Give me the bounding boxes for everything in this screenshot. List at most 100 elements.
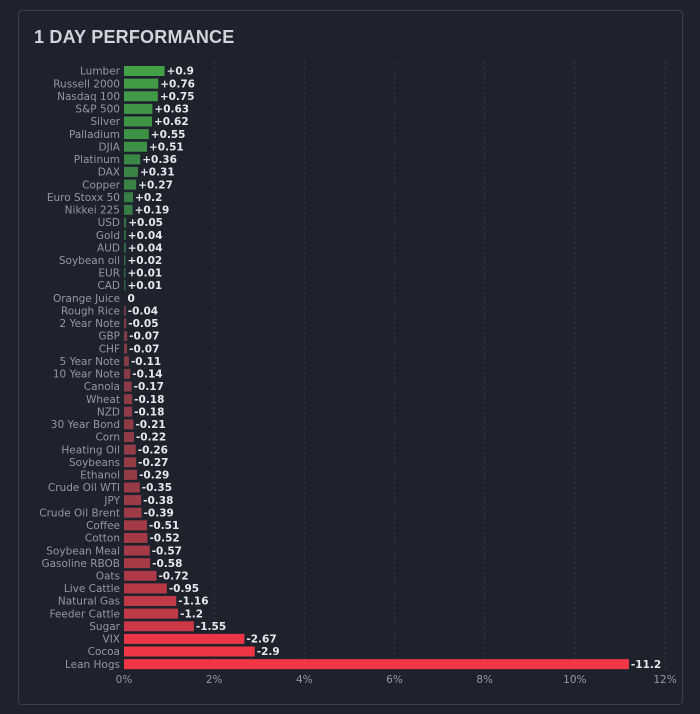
value-label: +0.63 <box>154 104 189 116</box>
bar[interactable] <box>124 507 142 518</box>
category-label: Rough Rice <box>61 305 120 317</box>
bar[interactable] <box>124 431 134 442</box>
bar[interactable] <box>124 659 629 670</box>
bar[interactable] <box>124 78 159 89</box>
category-label: DJIA <box>99 141 121 153</box>
bars-layer <box>124 66 629 670</box>
value-label: +0.04 <box>128 230 163 242</box>
category-label: Soybeans <box>69 457 120 469</box>
bar[interactable] <box>124 394 133 405</box>
value-label: +0.31 <box>140 167 175 179</box>
bar[interactable] <box>124 406 133 417</box>
category-label: GBP <box>98 331 120 343</box>
bar[interactable] <box>124 646 255 657</box>
category-label: Ethanol <box>80 470 120 482</box>
bar[interactable] <box>124 141 147 152</box>
bar[interactable] <box>124 532 148 543</box>
value-label: -0.14 <box>132 369 162 381</box>
bar[interactable] <box>124 583 167 594</box>
value-label: +0.36 <box>142 154 177 166</box>
category-label: Sugar <box>89 621 120 633</box>
category-label: Crude Oil Brent <box>39 507 120 519</box>
value-label: 0 <box>128 293 135 305</box>
category-label: Soybean Meal <box>46 545 120 557</box>
bar[interactable] <box>124 482 140 493</box>
value-label: -0.21 <box>135 419 165 431</box>
bar[interactable] <box>124 381 132 392</box>
value-label: -0.11 <box>131 356 161 368</box>
bar[interactable] <box>124 242 126 253</box>
bar[interactable] <box>124 91 158 102</box>
bar[interactable] <box>124 267 126 278</box>
value-label: -0.58 <box>152 558 182 570</box>
labels-layer: Lumber +0.9 Russell 2000 +0.76 Nasdaq 100 +0.… <box>39 66 661 671</box>
value-label: -0.07 <box>129 343 159 355</box>
category-label: Orange Juice <box>53 293 120 305</box>
bar[interactable] <box>124 444 136 455</box>
bar[interactable] <box>124 368 131 379</box>
category-label: Canola <box>84 381 120 393</box>
bar[interactable] <box>124 558 151 569</box>
value-label: +0.04 <box>128 242 163 254</box>
category-label: Wheat <box>86 394 120 406</box>
value-label: -0.17 <box>134 381 164 393</box>
value-label: +0.51 <box>149 141 184 153</box>
category-label: Corn <box>95 432 120 444</box>
bar[interactable] <box>124 457 137 468</box>
value-label: +0.19 <box>135 205 170 217</box>
bar[interactable] <box>124 116 152 127</box>
category-label: 30 Year Bond <box>51 419 120 431</box>
category-label: Euro Stoxx 50 <box>47 192 120 204</box>
bar[interactable] <box>124 280 126 291</box>
bar[interactable] <box>124 520 147 531</box>
category-label: NZD <box>97 406 120 418</box>
bar[interactable] <box>124 318 127 329</box>
bar[interactable] <box>124 570 157 581</box>
category-label: Cocoa <box>88 646 120 658</box>
category-label: Nikkei 225 <box>65 205 120 217</box>
value-label: -0.26 <box>138 444 168 456</box>
category-label: Oats <box>96 571 120 583</box>
bar[interactable] <box>124 343 128 354</box>
bar[interactable] <box>124 179 137 190</box>
bar[interactable] <box>124 129 149 140</box>
bar[interactable] <box>124 331 128 342</box>
bar[interactable] <box>124 469 138 480</box>
value-label: -0.51 <box>149 520 179 532</box>
bar[interactable] <box>124 217 127 228</box>
bar[interactable] <box>124 419 134 430</box>
value-label: +0.01 <box>128 280 163 292</box>
bar[interactable] <box>124 204 133 215</box>
value-label: -0.35 <box>142 482 172 494</box>
bar[interactable] <box>124 608 179 619</box>
category-label: Soybean oil <box>59 255 120 267</box>
category-label: Gasoline RBOB <box>41 558 120 570</box>
bar[interactable] <box>124 596 177 607</box>
category-label: Natural Gas <box>58 596 120 608</box>
bar[interactable] <box>124 633 245 644</box>
bar[interactable] <box>124 621 194 632</box>
bar[interactable] <box>124 356 129 367</box>
x-axis-ticks: 0% 2% 4% 6% 8% 10% 12% <box>116 674 677 686</box>
bar[interactable] <box>124 103 153 114</box>
bar[interactable] <box>124 154 141 165</box>
category-label: Nasdaq 100 <box>57 91 120 103</box>
bar[interactable] <box>124 192 134 203</box>
value-label: -0.95 <box>169 583 199 595</box>
bar[interactable] <box>124 305 126 316</box>
value-label: -0.04 <box>128 305 158 317</box>
category-label: Lumber <box>80 66 121 78</box>
value-label: -0.18 <box>134 394 164 406</box>
category-label: Coffee <box>86 520 120 532</box>
x-tick-label: 10% <box>563 674 586 686</box>
bar[interactable] <box>124 66 165 76</box>
bar[interactable] <box>124 545 150 556</box>
bar[interactable] <box>124 495 142 506</box>
bar[interactable] <box>124 166 138 177</box>
category-label: CAD <box>97 280 120 292</box>
bar[interactable] <box>124 255 126 266</box>
category-label: 5 Year Note <box>60 356 120 368</box>
value-label: +0.75 <box>160 91 195 103</box>
bar[interactable] <box>124 230 126 241</box>
